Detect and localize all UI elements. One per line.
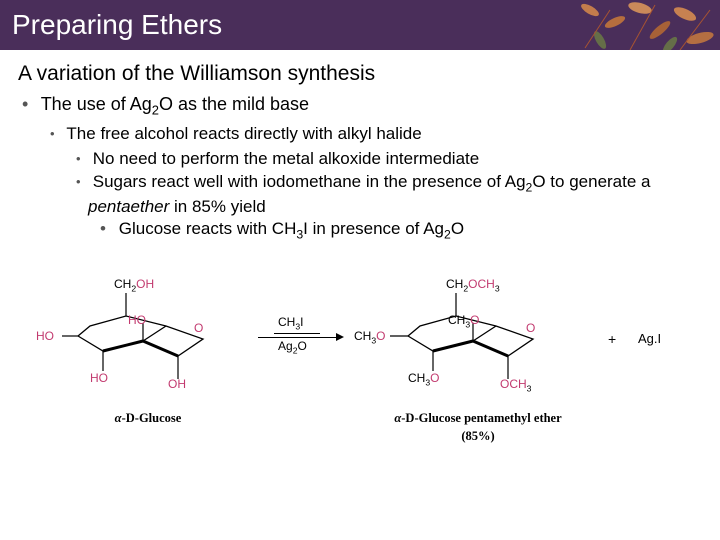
arrow-head-icon	[336, 333, 344, 341]
reagent-divider	[274, 333, 320, 334]
lbl-OH-br: OH	[168, 377, 186, 391]
b1-pre: The use of Ag	[41, 94, 152, 114]
bullet-lvl2: The free alcohol reacts directly with al…	[18, 124, 702, 144]
reaction-arrow	[258, 337, 338, 338]
lbl-HO-bl: HO	[90, 371, 108, 385]
lbl-OCH3-br: OCH3	[500, 377, 531, 393]
b4-s2: 2	[444, 227, 451, 241]
lbl-CH3O-1: CH3O	[354, 329, 385, 345]
b4-mid: I in presence of Ag	[303, 219, 444, 238]
bullet-lvl1: The use of Ag2O as the mild base	[18, 94, 702, 118]
reagent-top: CH3I	[278, 315, 303, 331]
reaction-diagram: HO HO HO O OH CH2OH CH3I Ag2O	[18, 251, 702, 461]
bullet-lvl4: Glucose reacts with CH3I in presence of …	[18, 219, 702, 241]
lbl-HO-mid: HO	[128, 313, 146, 327]
slide-title: Preparing Ethers	[12, 9, 222, 41]
lbl-O-ring-l: O	[194, 321, 203, 335]
content-area: A variation of the Williamson synthesis …	[0, 50, 720, 461]
lbl-CH3O-3: CH3O	[448, 313, 479, 329]
lbl-HO-left: HO	[36, 329, 54, 343]
b3b-mid: O to generate a	[532, 172, 650, 191]
b3b-pre: Sugars react well with iodomethane in th…	[93, 172, 526, 191]
caption-right: α-D-Glucose pentamethyl ether	[368, 411, 588, 426]
b3a: No need to perform the metal alkoxide in…	[93, 149, 479, 168]
b4-post: O	[451, 219, 464, 238]
yield-label: (85%)	[368, 429, 588, 444]
b3b-ital: pentaether	[88, 197, 169, 216]
b1-sub: 2	[152, 103, 159, 118]
title-bar: Preparing Ethers	[0, 0, 720, 50]
b4-pre: Glucose reacts with CH	[119, 219, 297, 238]
lbl-CH3O-2: CH3O	[408, 371, 439, 387]
b3b-post: in 85% yield	[169, 197, 265, 216]
lbl-CH2OCH3: CH2OCH3	[446, 277, 500, 293]
caption-left: α-D-Glucose	[88, 411, 208, 426]
reagent-bottom: Ag2O	[278, 339, 307, 355]
subheading: A variation of the Williamson synthesis	[18, 62, 702, 86]
bullet-lvl3b: Sugars react well with iodomethane in th…	[18, 171, 702, 217]
header-decoration	[560, 0, 720, 50]
bullet-lvl3a: No need to perform the metal alkoxide in…	[18, 148, 702, 169]
plus-sign: +	[608, 331, 616, 347]
lbl-O-ring-r: O	[526, 321, 535, 335]
lbl-CH2OH: CH2OH	[114, 277, 154, 293]
b1-post: O as the mild base	[159, 94, 309, 114]
b2: The free alcohol reacts directly with al…	[66, 124, 421, 143]
AgI-label: Ag.I	[638, 331, 661, 346]
